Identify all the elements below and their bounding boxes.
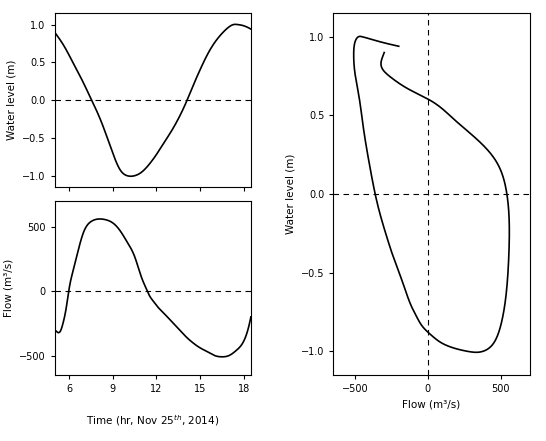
Text: Time (hr, Nov 25$^{th}$, 2014): Time (hr, Nov 25$^{th}$, 2014) [86, 413, 219, 428]
Y-axis label: Water level (m): Water level (m) [7, 60, 16, 140]
Y-axis label: Water level (m): Water level (m) [285, 154, 295, 234]
Y-axis label: Flow (m³/s): Flow (m³/s) [3, 259, 14, 317]
X-axis label: Flow (m³/s): Flow (m³/s) [402, 400, 461, 409]
